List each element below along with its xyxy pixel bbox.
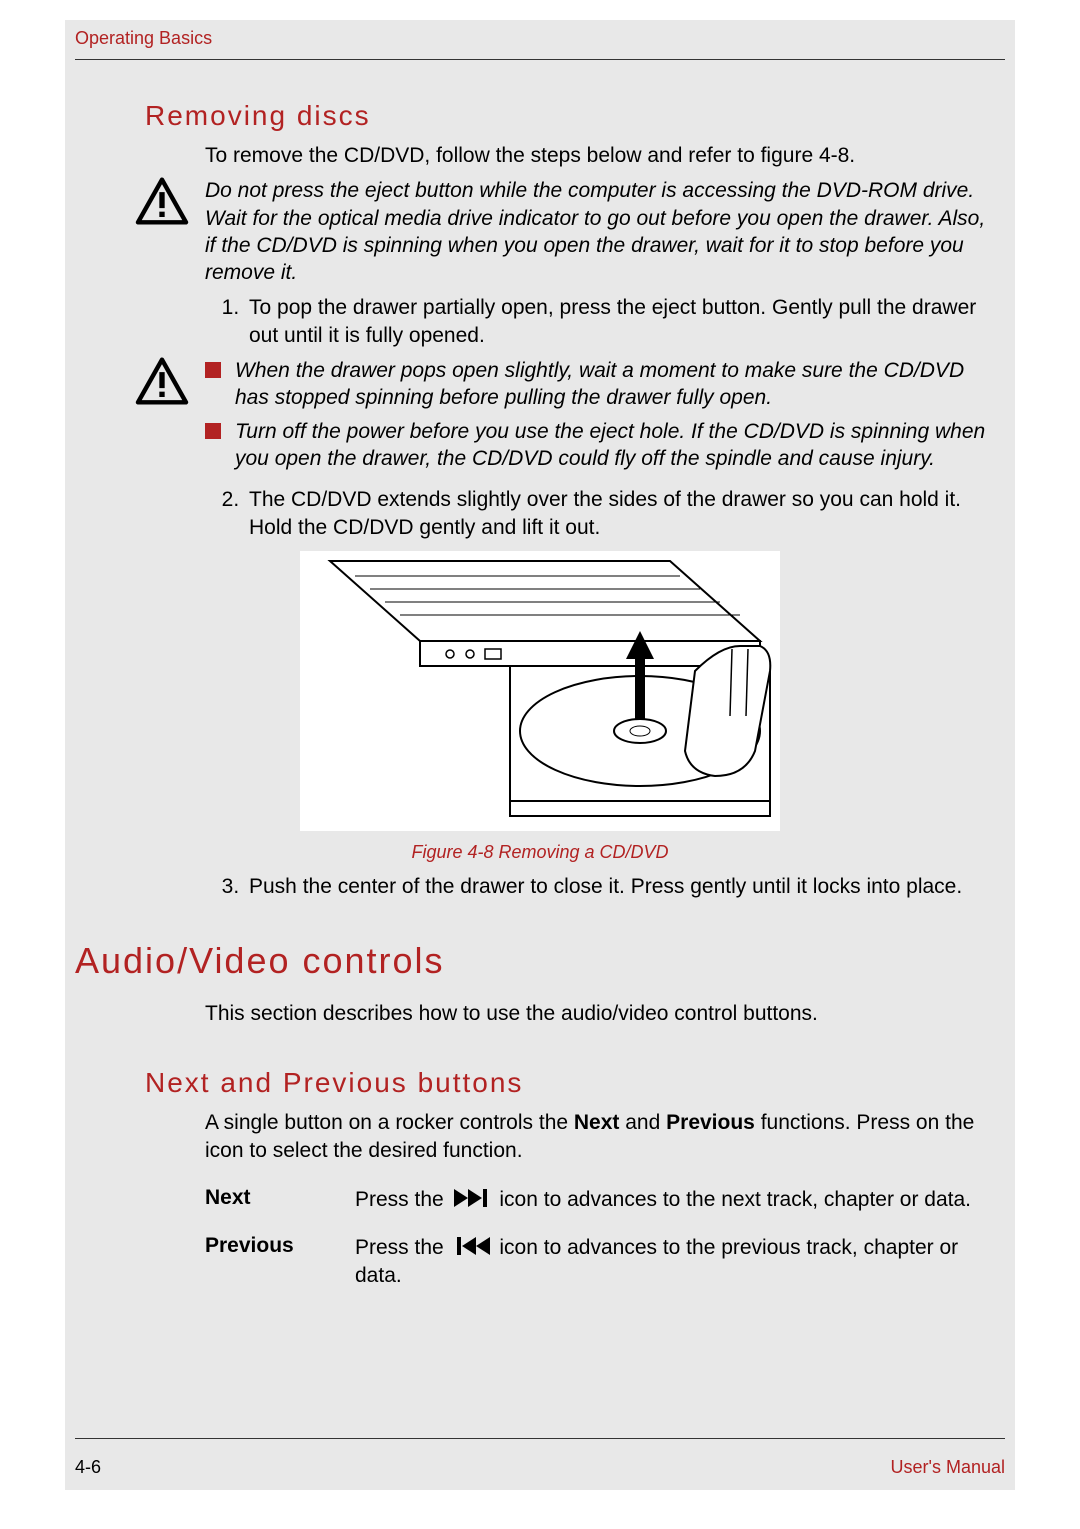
- next-term: Next: [205, 1186, 355, 1214]
- prev-row: Previous Press the icon to advances to t…: [205, 1234, 995, 1289]
- caution-block-2: When the drawer pops open slightly, wait…: [75, 357, 1005, 478]
- bullet-square-icon: [205, 423, 221, 439]
- removing-intro: To remove the CD/DVD, follow the steps b…: [205, 142, 995, 169]
- av-intro: This section describes how to use the au…: [205, 1000, 995, 1027]
- figure-caption: Figure 4-8 Removing a CD/DVD: [75, 842, 1005, 863]
- caution-2-bullet-2-text: Turn off the power before you use the ej…: [235, 418, 995, 473]
- figure-4-8: [75, 551, 1005, 836]
- steps-list-c: Push the center of the drawer to close i…: [245, 873, 995, 900]
- caution-2-bullet-1-text: When the drawer pops open slightly, wait…: [235, 357, 995, 412]
- caution-2-bullet-2: Turn off the power before you use the ej…: [205, 418, 995, 473]
- heading-av-controls: Audio/Video controls: [75, 940, 1005, 982]
- warning-icon: [135, 357, 195, 478]
- footer-manual-label: User's Manual: [891, 1457, 1005, 1478]
- intro-mid: and: [619, 1111, 666, 1134]
- next-desc-post: icon to advances to the next track, chap…: [499, 1188, 971, 1211]
- previous-track-icon: [454, 1235, 490, 1262]
- page-content: Removing discs To remove the CD/DVD, fol…: [65, 100, 1015, 1290]
- next-desc-pre: Press the: [355, 1188, 450, 1211]
- heading-next-prev: Next and Previous buttons: [145, 1067, 1005, 1099]
- caution-1-text: Do not press the eject button while the …: [205, 177, 1005, 286]
- intro-bold-prev: Previous: [666, 1111, 755, 1134]
- header-section-title: Operating Basics: [75, 28, 212, 49]
- step-2: The CD/DVD extends slightly over the sid…: [245, 486, 995, 541]
- page-footer: 4-6 User's Manual: [75, 1438, 1005, 1478]
- caution-2-bullet-1: When the drawer pops open slightly, wait…: [205, 357, 995, 412]
- next-desc: Press the icon to advances to the next t…: [355, 1186, 995, 1214]
- step-1: To pop the drawer partially open, press …: [245, 294, 995, 349]
- prev-desc: Press the icon to advances to the previo…: [355, 1234, 995, 1289]
- steps-list-a: To pop the drawer partially open, press …: [245, 294, 995, 349]
- caution-block-1: Do not press the eject button while the …: [75, 177, 1005, 286]
- caution-2-body: When the drawer pops open slightly, wait…: [205, 357, 1005, 478]
- bullet-square-icon: [205, 362, 221, 378]
- step-3: Push the center of the drawer to close i…: [245, 873, 995, 900]
- next-prev-table: Next Press the icon to advances to the n…: [205, 1186, 995, 1289]
- next-prev-intro: A single button on a rocker controls the…: [205, 1109, 995, 1164]
- prev-desc-pre: Press the: [355, 1236, 450, 1259]
- heading-removing-discs: Removing discs: [145, 100, 1005, 132]
- next-track-icon: [454, 1187, 490, 1214]
- intro-bold-next: Next: [574, 1111, 620, 1134]
- page-header: Operating Basics: [75, 20, 1005, 60]
- footer-page-number: 4-6: [75, 1457, 101, 1478]
- next-row: Next Press the icon to advances to the n…: [205, 1186, 995, 1214]
- warning-icon: [135, 177, 195, 286]
- intro-pre: A single button on a rocker controls the: [205, 1111, 574, 1134]
- steps-list-b: The CD/DVD extends slightly over the sid…: [245, 486, 995, 541]
- prev-term: Previous: [205, 1234, 355, 1289]
